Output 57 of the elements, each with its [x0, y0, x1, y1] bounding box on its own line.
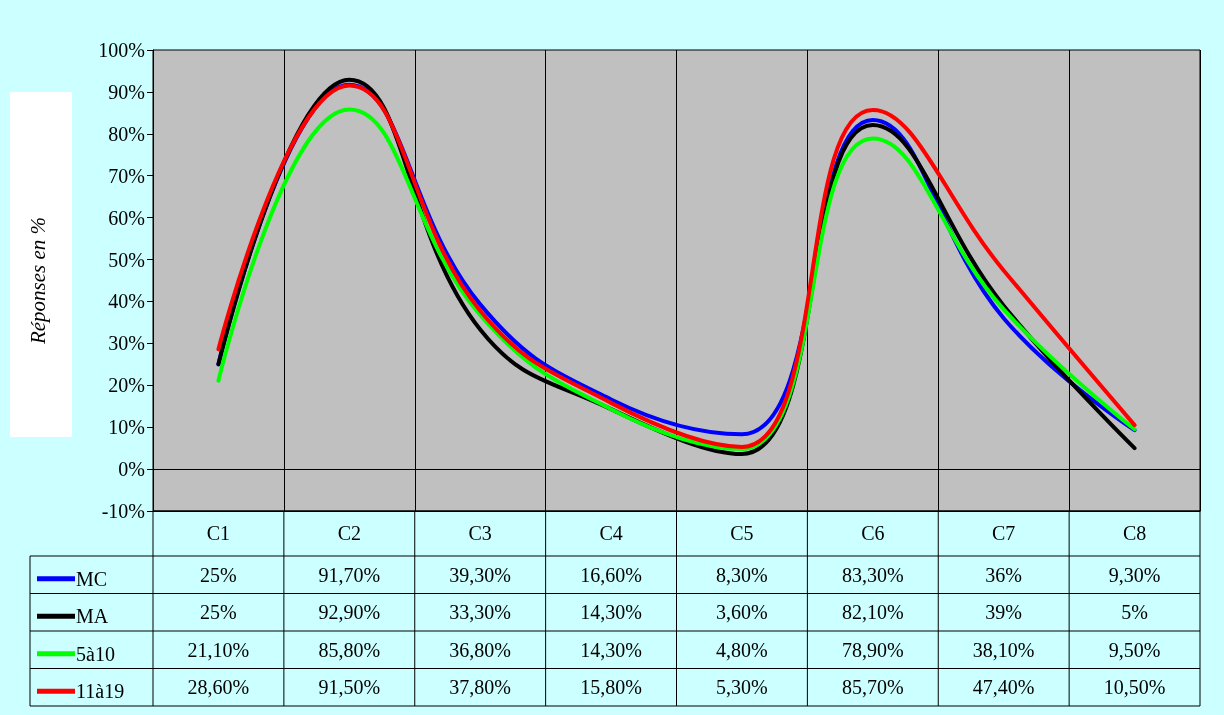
x-tick-label: C3	[468, 522, 492, 544]
y-tick-label: 20%	[108, 374, 145, 397]
y-tick-label: 80%	[108, 122, 145, 145]
x-tick-label: C5	[730, 522, 754, 544]
data-label: 82,10%	[841, 601, 904, 624]
x-tick-label: C6	[861, 522, 885, 544]
data-label: 9,30%	[1108, 563, 1161, 586]
legend-label: MC	[76, 567, 108, 590]
x-tick-label: C1	[206, 522, 231, 544]
data-label: 25%	[200, 601, 237, 624]
data-label: 8,30%	[716, 563, 768, 586]
data-label: 78,90%	[841, 638, 904, 661]
y-tick-label: 90%	[108, 80, 145, 103]
data-label: 39%	[985, 601, 1023, 624]
y-tick-label: 50%	[108, 248, 145, 271]
data-label: 47,40%	[972, 676, 1035, 699]
data-label: 25%	[200, 563, 237, 586]
data-label: 5,30%	[716, 676, 768, 699]
data-label: 3,60%	[716, 601, 768, 624]
data-label: 37,80%	[449, 676, 512, 699]
data-label: 85,70%	[841, 676, 904, 699]
y-tick-label: -10%	[101, 500, 145, 522]
data-label: 83,30%	[841, 563, 904, 586]
y-tick-label: 30%	[108, 332, 145, 355]
x-tick-label: C8	[1122, 522, 1147, 544]
y-tick-label: 60%	[108, 206, 145, 229]
legend-label: 11à19	[76, 680, 125, 703]
x-tick-label: C2	[337, 522, 361, 544]
data-label: 5%	[1121, 601, 1148, 624]
data-label: 28,60%	[187, 676, 250, 699]
data-label: 4,80%	[716, 638, 768, 661]
data-label: 39,30%	[449, 563, 512, 586]
data-label: 9,50%	[1108, 638, 1161, 661]
data-label: 33,30%	[449, 601, 512, 624]
data-label: 14,30%	[580, 638, 642, 661]
data-label: 36,80%	[449, 638, 512, 661]
x-tick-label: C4	[599, 522, 623, 544]
data-label: 21,10%	[187, 638, 250, 661]
y-tick-label: 100%	[98, 39, 145, 61]
y-axis-title: Réponses en %	[25, 216, 50, 346]
data-label: 36%	[985, 563, 1023, 586]
data-label: 85,80%	[318, 638, 381, 661]
x-tick-label: C7	[992, 522, 1016, 544]
y-tick-label: 10%	[108, 416, 145, 439]
legend-label: 5à10	[76, 642, 115, 665]
data-label: 16,60%	[580, 563, 642, 586]
data-label: 15,80%	[580, 676, 642, 699]
data-label: 92,90%	[318, 601, 381, 624]
data-label: 91,70%	[318, 563, 381, 586]
data-label: 14,30%	[580, 601, 642, 624]
data-label: 38,10%	[972, 638, 1035, 661]
legend-label: MA	[76, 605, 109, 628]
y-tick-label: 70%	[108, 164, 145, 187]
y-tick-label: 40%	[108, 290, 145, 313]
data-label: 10,50%	[1103, 676, 1166, 699]
y-tick-label: 0%	[118, 458, 145, 481]
data-label: 91,50%	[318, 676, 381, 699]
